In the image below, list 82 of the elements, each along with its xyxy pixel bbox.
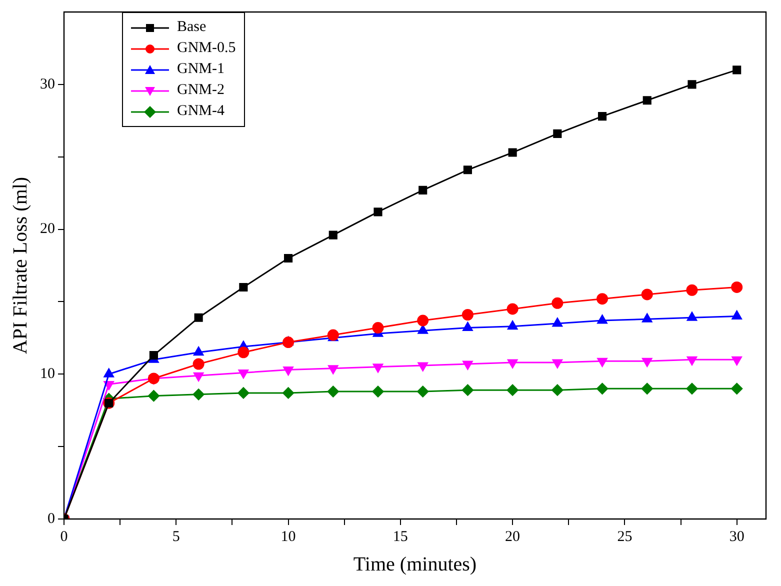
- point: [552, 384, 564, 396]
- legend-label: Base: [177, 19, 206, 36]
- point: [552, 297, 564, 309]
- point: [463, 166, 472, 174]
- point: [731, 382, 743, 394]
- point: [686, 382, 698, 394]
- y-tick-label: 10: [40, 366, 55, 382]
- point: [507, 320, 518, 330]
- point: [418, 324, 428, 334]
- point: [641, 382, 653, 394]
- legend-label: GNM-2: [177, 82, 224, 99]
- x-tick-label: 10: [280, 528, 296, 545]
- x-tick-label: 25: [617, 528, 632, 545]
- point: [238, 346, 250, 358]
- x-tick-label: 15: [392, 528, 408, 545]
- point: [148, 390, 160, 402]
- point: [686, 284, 698, 296]
- point: [596, 382, 608, 394]
- point: [418, 186, 428, 194]
- point: [642, 358, 652, 367]
- point: [328, 365, 338, 374]
- point: [688, 80, 696, 89]
- point: [732, 356, 742, 366]
- point: [327, 386, 339, 398]
- point: [642, 96, 652, 105]
- point: [148, 372, 160, 384]
- point: [596, 293, 608, 305]
- x-axis-title: Time (minutes): [353, 553, 477, 576]
- point: [417, 314, 429, 326]
- point: [238, 387, 250, 399]
- x-tick-label: 0: [60, 528, 68, 545]
- point: [283, 366, 294, 376]
- point: [553, 129, 562, 138]
- point: [238, 369, 249, 378]
- point: [597, 314, 608, 324]
- y-tick-label: 20: [40, 221, 55, 238]
- point: [686, 356, 698, 366]
- point: [508, 148, 517, 157]
- point: [372, 386, 384, 398]
- point: [194, 313, 203, 322]
- point: [506, 384, 518, 396]
- point: [284, 254, 293, 263]
- point: [507, 359, 518, 368]
- point: [462, 384, 474, 396]
- point: [641, 288, 653, 300]
- point: [282, 387, 294, 399]
- point: [239, 282, 248, 292]
- legend-label: GNM-1: [177, 61, 224, 78]
- point: [462, 322, 473, 332]
- point: [149, 351, 158, 360]
- point: [104, 368, 114, 378]
- point: [192, 388, 204, 400]
- x-tick-label: 5: [172, 528, 180, 545]
- x-tick-label: 20: [505, 528, 520, 545]
- legend-label: GNM-4: [177, 103, 224, 120]
- point: [193, 372, 204, 382]
- point: [462, 309, 474, 320]
- point: [192, 358, 204, 370]
- point: [462, 360, 473, 370]
- point: [598, 112, 607, 121]
- point: [193, 346, 204, 356]
- point: [731, 281, 743, 293]
- y-tick-label: 0: [48, 510, 55, 527]
- point: [372, 364, 384, 373]
- point: [282, 336, 294, 348]
- point: [552, 318, 562, 327]
- point: [642, 313, 652, 322]
- legend-label: GNM-0.5: [177, 40, 236, 57]
- x-tick-label: 30: [729, 528, 744, 545]
- point: [418, 362, 428, 372]
- point: [372, 322, 384, 334]
- point: [374, 208, 382, 216]
- y-tick-label: 30: [40, 76, 55, 92]
- point: [732, 66, 742, 74]
- point: [597, 358, 608, 367]
- point: [732, 310, 742, 320]
- y-axis-title: API Filtrate Loss (ml): [9, 176, 32, 354]
- point: [552, 359, 562, 368]
- point: [328, 230, 338, 240]
- point: [686, 312, 698, 321]
- point: [417, 386, 429, 398]
- point: [506, 303, 518, 315]
